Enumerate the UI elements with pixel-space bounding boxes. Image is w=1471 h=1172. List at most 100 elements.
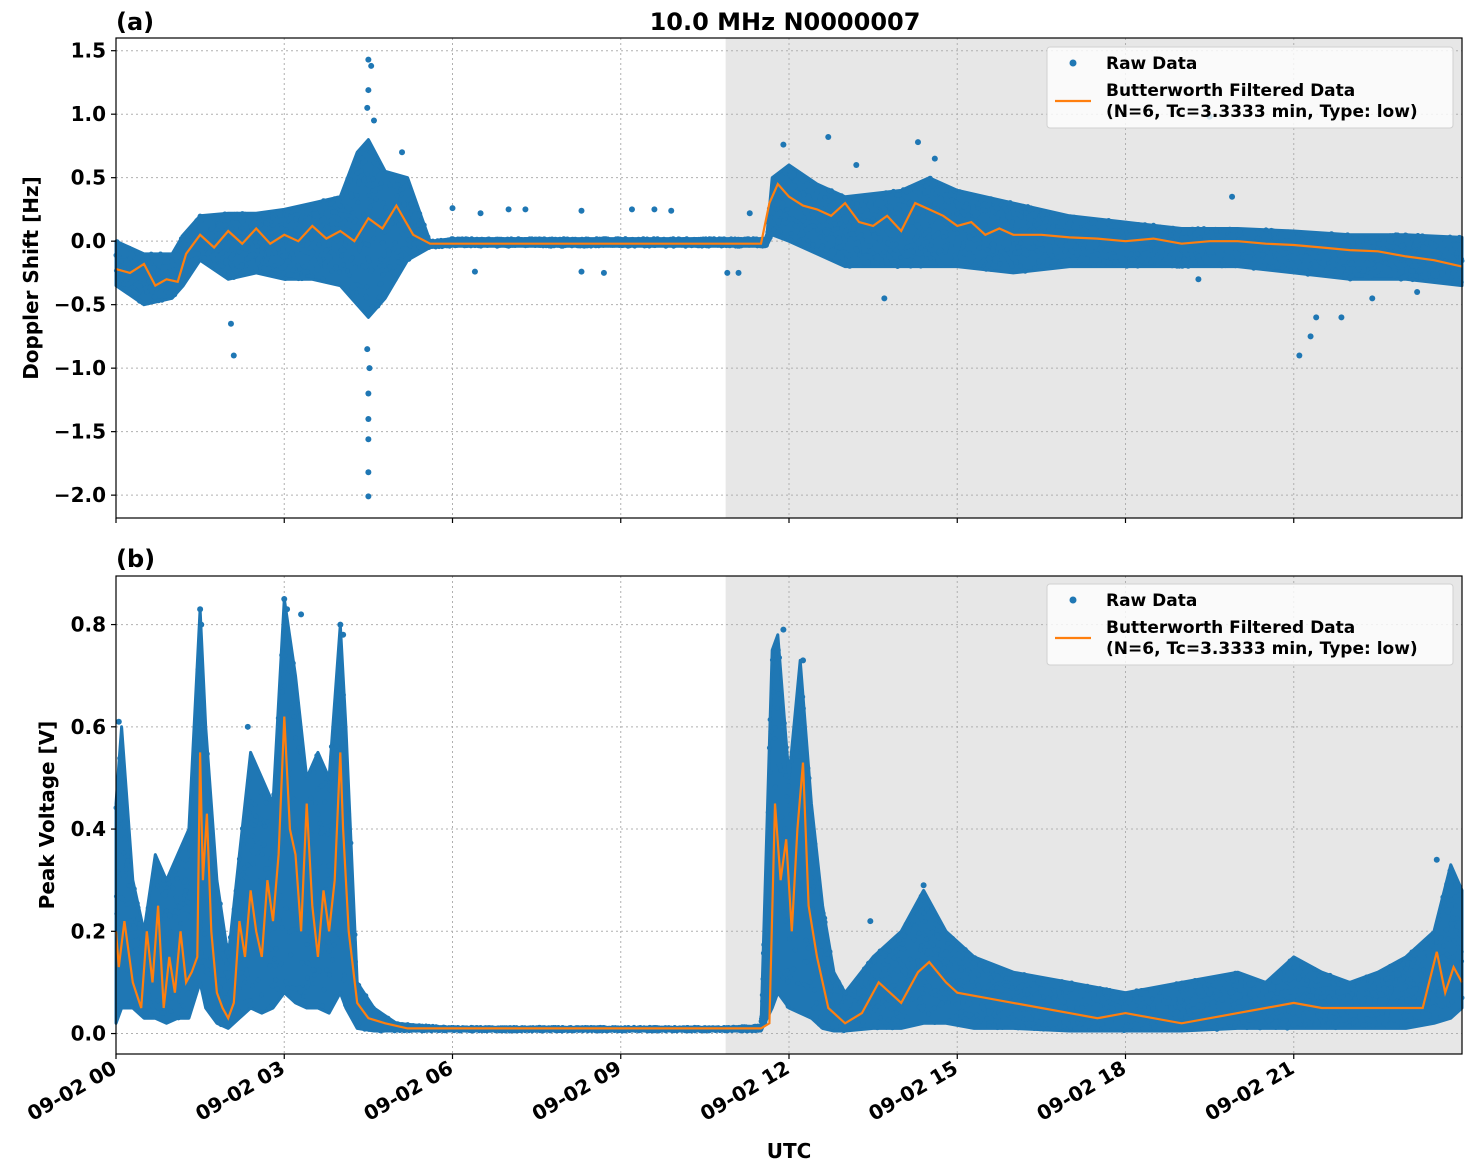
panel-b-filtered-line [114,716,1463,1030]
raw-outlier-point [230,352,237,359]
x-tick-label: 09-02 18 [1032,1056,1130,1126]
raw-outlier-point [449,205,456,212]
raw-outlier-point [197,606,204,613]
panel-a-legend-raw-label: Raw Data [1106,54,1197,74]
raw-outlier-point [724,269,731,276]
y-tick-label: −2.0 [54,483,106,507]
x-axis-label: UTC [767,1139,812,1163]
x-tick-labels: 09-02 00 09-02 03 09-02 06 09-02 09 09-02 12… [23,1056,1298,1126]
raw-outlier-point [920,882,927,889]
raw-outlier-point [1453,882,1460,889]
raw-outlier-point [628,206,635,213]
y-tick-label: 0.2 [71,919,106,943]
raw-outlier-point [1229,193,1236,200]
raw-outlier-point [578,268,585,275]
panel-a-legend: Raw Data Butterworth Filtered Data (N=6,… [1046,46,1454,129]
raw-outlier-point [1433,856,1440,863]
x-tick-label: 09-02 12 [696,1056,794,1126]
raw-outlier-point [600,269,607,276]
raw-outlier-point [1338,314,1345,321]
panel-a-legend-filtered-label-1: Butterworth Filtered Data [1106,81,1355,101]
y-tick-label: −1.5 [54,420,106,444]
panel-b-legend-raw-label: Raw Data [1106,591,1197,611]
x-tick-label: 09-02 21 [1201,1056,1299,1126]
x-tick-label: 09-02 06 [359,1056,457,1126]
raw-outlier-point [370,117,377,124]
raw-outlier-point [298,611,305,618]
x-tick-label: 09-02 00 [23,1056,121,1126]
raw-outlier-point [867,918,874,925]
panel-a-ticks: 1.5 1.0 0.5 0.0 −0.5 −1.0 −1.5 −2.0 [54,39,1295,523]
raw-outlier-point [825,134,832,141]
raw-outlier-point [881,295,888,302]
raw-outlier-point [365,56,372,63]
raw-outlier-point [340,631,347,638]
raw-outlier-point [368,62,375,69]
y-tick-label: 0.8 [71,613,106,637]
raw-outlier-point [366,365,373,372]
panel-b-legend-filtered-label-1: Butterworth Filtered Data [1106,618,1355,638]
raw-outlier-point [337,621,344,628]
raw-outlier-point [281,596,288,603]
panel-b-legend-box [1046,583,1454,666]
raw-outlier-point [365,87,372,94]
panel-a-legend-raw-marker [1069,59,1077,67]
raw-outlier-point [365,469,372,476]
panel-b: 0.8 0.6 0.4 0.2 0.0 Peak Voltage [V] Raw Dat… [35,575,1465,1059]
raw-outlier-point [471,268,478,275]
raw-outlier-point [1414,288,1421,295]
panel-b-legend-filtered-label-2: (N=6, Tc=3.3333 min, Type: low) [1106,639,1418,659]
panel-a-label: (a) [116,8,154,36]
x-tick-label: 09-02 03 [191,1056,289,1126]
raw-outlier-point [365,436,372,443]
y-tick-label: 0.5 [71,166,106,190]
raw-outlier-point [244,723,251,730]
raw-outlier-point [522,206,529,213]
figure-title: 10.0 MHz N0000007 [650,8,921,36]
x-tick-label: 09-02 09 [528,1056,626,1126]
y-tick-label: −1.0 [54,356,106,380]
panel-a-legend-box [1046,46,1454,129]
panel-a-legend-filtered-label-2: (N=6, Tc=3.3333 min, Type: low) [1106,102,1418,122]
panel-a-filtered-line [115,181,1463,288]
raw-outlier-point [364,346,371,353]
panel-b-ylabel: Peak Voltage [V] [35,721,59,910]
raw-outlier-point [1307,333,1314,340]
raw-outlier-point [399,149,406,156]
raw-outlier-point [1195,276,1202,283]
raw-outlier-point [746,210,753,217]
y-tick-label: 0.6 [71,715,106,739]
panel-b-label: (b) [116,545,155,573]
raw-outlier-point [364,104,371,111]
raw-outlier-point [914,139,921,146]
panel-a-ylabel: Doppler Shift [Hz] [19,176,43,380]
raw-outlier-point [853,161,860,168]
y-tick-label: 0.0 [71,1022,106,1046]
raw-outlier-point [1369,295,1376,302]
y-tick-label: 0.4 [71,817,106,841]
panel-b-legend-raw-marker [1069,596,1077,604]
panel-b-ticks: 0.8 0.6 0.4 0.2 0.0 [71,613,1295,1059]
y-tick-label: 1.5 [71,39,106,63]
raw-outlier-point [780,626,787,633]
raw-outlier-point [227,320,234,327]
raw-outlier-point [365,390,372,397]
raw-outlier-point [800,657,807,664]
raw-outlier-point [477,210,484,217]
panel-a: 1.5 1.0 0.5 0.0 −0.5 −1.0 −1.5 −2.0 Doppler Shi… [19,37,1465,523]
raw-outlier-point [780,141,787,148]
panel-b-raw-outliers [115,596,1460,925]
raw-outlier-point [1296,352,1303,359]
raw-outlier-point [668,207,675,214]
x-tick-label: 09-02 15 [864,1056,962,1126]
raw-outlier-point [931,155,938,162]
raw-outlier-point [198,621,205,628]
raw-outlier-point [115,718,122,725]
raw-outlier-point [578,207,585,214]
y-tick-label: −0.5 [54,293,106,317]
raw-outlier-point [505,206,512,213]
y-tick-label: 0.0 [71,229,106,253]
raw-outlier-point [774,647,781,654]
raw-outlier-point [284,606,291,613]
